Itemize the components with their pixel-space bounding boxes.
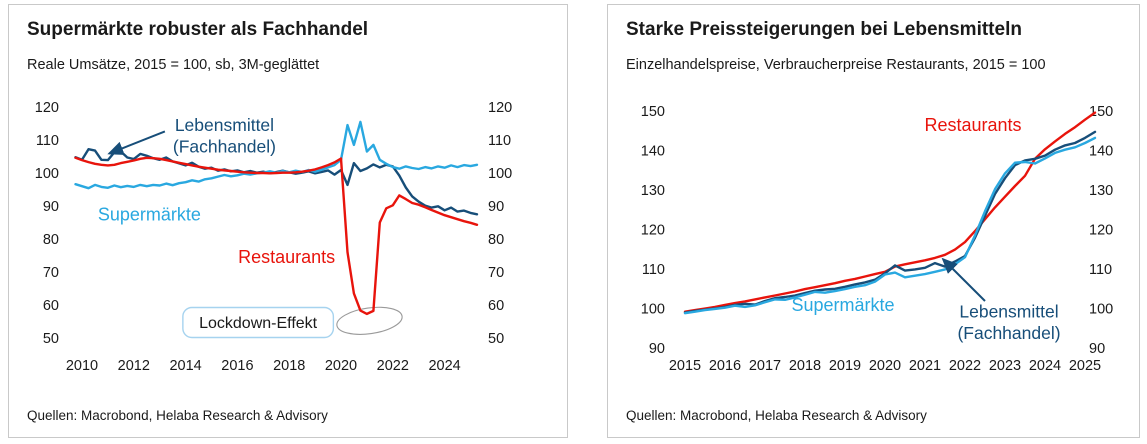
x-axis-label: 2025	[1069, 358, 1101, 374]
series-line-navy	[683, 130, 1097, 314]
line-chart-preise: 150 150 140 140 130 130 120 120 110 110 100 100 90 90…	[641, 104, 1113, 374]
series-label: Supermärkte	[791, 295, 894, 315]
lockdown-ellipse	[336, 306, 403, 335]
series-label: (Fachhandel)	[957, 323, 1060, 343]
series-line-red	[74, 156, 479, 316]
y-axis-label-left: 140	[641, 144, 665, 160]
y-axis-label-right: 60	[488, 298, 504, 314]
series-line-light_blue	[683, 136, 1097, 315]
lockdown-box-label: Lockdown-Effekt	[199, 315, 318, 332]
x-axis-label: 2018	[789, 358, 821, 374]
chart-subtitle: Einzelhandelspreise, Verbraucherpreise R…	[626, 57, 1046, 73]
chart-card-preissteigerungen: Starke Preissteigerungen bei Lebensmitte…	[607, 4, 1140, 438]
y-axis-label-left: 120	[35, 100, 59, 116]
x-axis-label: 2021	[909, 358, 941, 374]
y-axis-label-left: 110	[36, 133, 59, 149]
y-axis-label-left: 130	[641, 183, 665, 199]
series-label: Restaurants	[924, 115, 1021, 135]
y-axis-label-left: 100	[641, 302, 665, 318]
chart-subtitle: Reale Umsätze, 2015 = 100, sb, 3M-geglät…	[27, 57, 320, 73]
series-line-red	[683, 111, 1097, 313]
series-label: Supermärkte	[98, 204, 201, 224]
chart-source: Quellen: Macrobond, Helaba Research & Ad…	[27, 408, 328, 423]
y-axis-label-right: 150	[1089, 104, 1113, 120]
y-axis-label-right: 100	[488, 166, 512, 182]
x-axis-label: 2022	[377, 358, 409, 374]
y-axis-label-right: 110	[488, 133, 511, 149]
lockdown-box	[182, 306, 335, 339]
series-label: Restaurants	[238, 247, 335, 267]
x-axis-label: 2023	[989, 358, 1021, 374]
x-axis-label: 2020	[869, 358, 901, 374]
y-axis-label-right: 100	[1089, 302, 1113, 318]
y-axis-label-right: 120	[488, 100, 512, 116]
chart-title: Starke Preissteigerungen bei Lebensmitte…	[626, 19, 1022, 40]
x-axis-label: 2015	[669, 358, 701, 374]
x-axis-label: 2019	[829, 358, 861, 374]
y-axis-label-left: 150	[641, 104, 665, 120]
y-axis-label-left: 100	[35, 166, 59, 182]
y-axis-label-left: 80	[43, 232, 59, 248]
y-axis-label-left: 110	[642, 262, 665, 278]
x-axis-label: 2014	[169, 358, 201, 374]
y-axis-label-left: 70	[43, 265, 59, 281]
y-axis-label-left: 90	[43, 199, 59, 215]
y-axis-label-right: 110	[1089, 262, 1112, 278]
x-axis-label: 2024	[1029, 358, 1061, 374]
x-axis-label: 2016	[709, 358, 741, 374]
series-label: Lebensmittel	[175, 115, 274, 135]
x-axis-label: 2020	[325, 358, 357, 374]
x-axis-label: 2017	[749, 358, 781, 374]
y-axis-label-right: 90	[488, 199, 504, 215]
x-axis-label: 2010	[66, 358, 98, 374]
y-axis-label-right: 140	[1089, 144, 1113, 160]
y-axis-label-right: 90	[1089, 341, 1105, 357]
y-axis-label-left: 60	[43, 298, 59, 314]
series-label: Lebensmittel	[959, 302, 1058, 322]
chart-title: Supermärkte robuster als Fachhandel	[27, 19, 369, 40]
annotation-arrow	[941, 257, 986, 302]
y-axis-label-right: 120	[1089, 223, 1113, 239]
x-axis-label: 2024	[428, 358, 460, 374]
series-label: (Fachhandel)	[173, 137, 276, 157]
y-axis-label-right: 50	[488, 331, 504, 347]
x-axis-label: 2012	[118, 358, 150, 374]
x-axis-label: 2016	[221, 358, 253, 374]
series-line-light_blue	[74, 120, 479, 190]
y-axis-label-left: 120	[641, 223, 665, 239]
line-chart-real-umsaetze: 120 120 110 110 100 100 90 90 80 80 70 70 60 60 50 50 20…	[35, 100, 512, 374]
x-axis-label: 2018	[273, 358, 305, 374]
y-axis-label-right: 70	[488, 265, 504, 281]
annotation-arrow	[107, 130, 166, 155]
y-axis-label-left: 50	[43, 331, 59, 347]
chart-card-supermaerkte-fachhandel: Supermärkte robuster als Fachhandel Real…	[8, 4, 568, 438]
x-axis-label: 2022	[949, 358, 981, 374]
y-axis-label-right: 130	[1089, 183, 1113, 199]
y-axis-label-left: 90	[649, 341, 665, 357]
y-axis-label-right: 80	[488, 232, 504, 248]
chart-source: Quellen: Macrobond, Helaba Research & Ad…	[626, 408, 927, 423]
